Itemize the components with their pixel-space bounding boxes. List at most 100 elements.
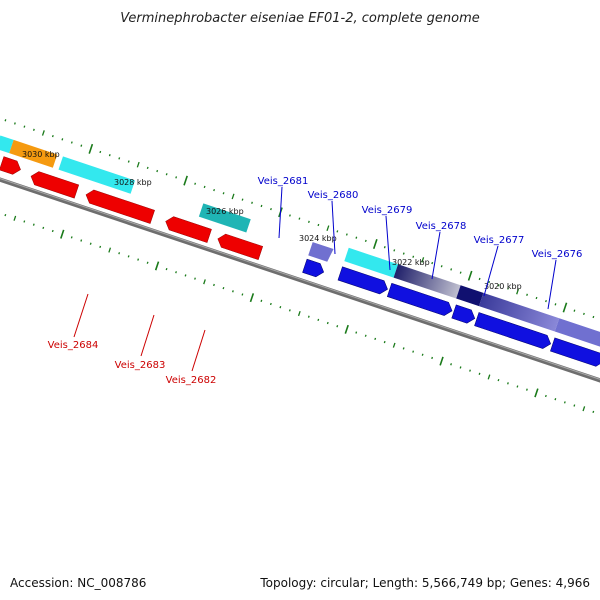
scale-label: 3020 kbp <box>484 282 522 291</box>
scale-labels: 3030 kbp 3028 kbp 3026 kbp 3024 kbp 3022… <box>22 150 522 291</box>
cyan-feature-bar <box>0 135 14 154</box>
gene-label[interactable]: Veis_2676 <box>532 249 583 260</box>
scale-tick <box>459 271 462 274</box>
forward-cds-arrow <box>386 282 453 316</box>
forward-cds-arrow <box>302 258 325 278</box>
scale-tick <box>61 138 64 141</box>
callout-line <box>431 231 441 280</box>
scale-tick <box>383 340 386 344</box>
callout-line <box>191 329 206 372</box>
scale-tick <box>372 239 378 250</box>
reverse-cds-arrow <box>85 189 155 224</box>
scale-tick <box>345 233 348 236</box>
scale-tick <box>412 255 415 258</box>
scale-tick <box>467 270 473 281</box>
scale-tick <box>213 283 215 287</box>
scale-tick <box>317 318 320 322</box>
scale-tick <box>289 214 291 217</box>
scale-tick <box>80 239 83 242</box>
callout-line <box>73 293 89 338</box>
scale-tick <box>402 347 405 350</box>
forward-gene-callouts <box>278 186 557 310</box>
scale-tick <box>232 290 234 293</box>
scale-tick <box>175 176 178 179</box>
navy-gradient-feature-bar <box>393 264 461 299</box>
scale-tick <box>317 223 320 227</box>
scale-tick <box>23 125 26 128</box>
scale-tick <box>260 299 263 302</box>
scale-tick <box>70 141 73 144</box>
gene-label[interactable]: Veis_2683 <box>115 360 166 371</box>
scale-tick <box>154 261 160 271</box>
genome-summary: Topology: circular; Length: 5,566,749 bp… <box>259 576 590 590</box>
forward-feature-track <box>308 242 600 349</box>
scale-tick <box>41 130 45 136</box>
map-title: Verminephrobacter eiseniae EF01-2, compl… <box>120 11 479 26</box>
forward-cds-arrow <box>451 304 476 324</box>
orange-feature-bar <box>9 139 58 168</box>
gene-label[interactable]: Veis_2681 <box>258 176 309 187</box>
scale-label: 3030 kbp <box>22 150 60 159</box>
scale-tick <box>241 198 244 201</box>
gene-label[interactable]: Veis_2682 <box>166 375 217 386</box>
scale-tick <box>13 215 17 221</box>
scale-tick <box>364 334 367 337</box>
scale-tick <box>421 257 425 263</box>
scale-tick <box>525 388 528 391</box>
scale-tick <box>222 286 225 290</box>
scale-tick <box>583 312 585 315</box>
scale-tick <box>450 363 452 366</box>
scale-tick <box>326 321 329 325</box>
scale-tick <box>269 302 272 306</box>
scale-tick <box>516 385 519 388</box>
scale-tick <box>136 161 140 168</box>
reverse-cds-arrow <box>165 216 212 243</box>
gene-label[interactable]: Veis_2678 <box>416 221 467 232</box>
scale-tick <box>355 236 358 239</box>
gene-label[interactable]: Veis_2679 <box>362 205 413 216</box>
callout-line <box>385 215 391 271</box>
cyan-feature-bar <box>344 247 399 278</box>
scale-tick <box>279 306 282 309</box>
callout-line <box>483 245 499 297</box>
reverse-cds-arrow <box>0 156 21 175</box>
scale-tick <box>42 226 45 230</box>
reverse-gene-labels: Veis_2684 Veis_2683 Veis_2682 <box>48 340 217 386</box>
scale-tick <box>554 398 557 401</box>
reverse-gene-callouts <box>73 293 206 372</box>
scale-tick <box>544 394 547 398</box>
callout-line <box>331 200 336 255</box>
forward-strand-track <box>302 258 600 367</box>
gene-label[interactable]: Veis_2684 <box>48 340 99 351</box>
scale-tick <box>241 293 244 296</box>
gene-label[interactable]: Veis_2680 <box>308 190 359 201</box>
scale-tick <box>127 160 130 163</box>
accession-label: Accession: NC_008786 <box>10 576 146 590</box>
scale-tick <box>412 350 415 353</box>
scale-tick <box>459 366 462 369</box>
scale-tick <box>203 279 206 285</box>
scale-tick <box>573 309 576 312</box>
scale-tick <box>4 119 7 122</box>
scale-tick <box>478 277 481 281</box>
scale-tick <box>183 175 188 186</box>
scale-tick <box>554 303 557 306</box>
scale-tick <box>156 169 159 173</box>
scale-tick <box>440 265 443 268</box>
scale-tick <box>51 134 54 138</box>
scale-tick <box>4 214 7 217</box>
scale-tick <box>60 229 65 239</box>
scale-tick <box>118 157 121 160</box>
scale-tick <box>14 122 16 125</box>
scale-tick <box>99 245 102 249</box>
scale-tick <box>23 220 26 223</box>
scale-tick <box>260 204 263 208</box>
genome-backbone <box>0 170 600 397</box>
scale-tick <box>374 337 377 341</box>
scale-tick <box>118 252 121 255</box>
reverse-cds-arrow <box>217 233 264 261</box>
gene-label[interactable]: Veis_2677 <box>474 235 525 246</box>
scale-tick <box>99 150 102 154</box>
scale-tick <box>497 284 500 287</box>
scale-label: 3024 kbp <box>299 234 337 243</box>
